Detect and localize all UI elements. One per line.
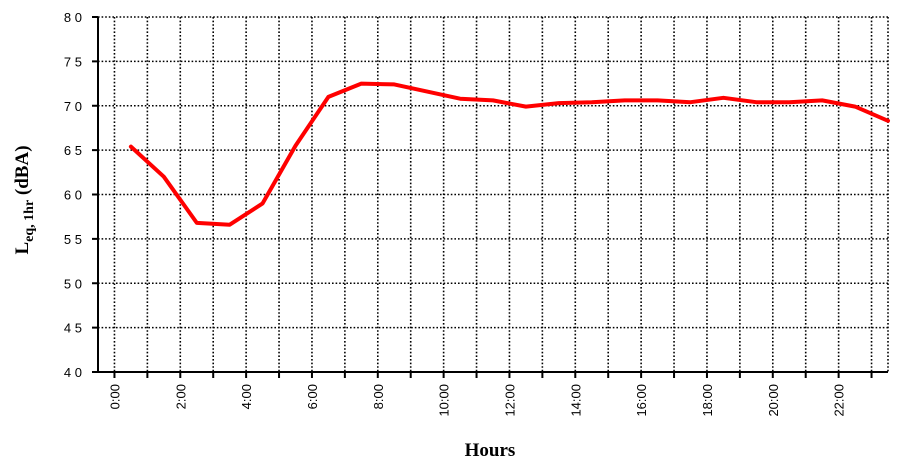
y-tick-label: 7 5 [64,54,82,69]
y-tick-label: 7 0 [64,99,82,114]
grid-lines [98,16,889,372]
x-tick-label: 12:00 [502,384,517,417]
y-tick-labels: 4 0 4 5 5 0 5 5 6 0 6 5 7 0 7 5 8 0 [64,10,82,380]
y-axis-label-sub: eq, 1hr [22,200,37,242]
x-tick-label: 6:00 [305,384,320,409]
x-tick-label: 2:00 [173,384,188,409]
x-tick-label: 18:00 [700,384,715,417]
axes [92,16,888,378]
y-tick-label: 4 0 [64,365,82,380]
y-tick-label: 5 0 [64,276,82,291]
x-tick-label: 16:00 [634,384,649,417]
x-tick-label: 20:00 [766,384,781,417]
x-tick-labels: 0:00 2:00 4:00 6:00 8:00 10:00 12:00 14:00 16:00… [107,384,846,417]
x-tick-label: 10:00 [437,384,452,417]
series-group [128,81,890,227]
y-tick-label: 4 5 [64,321,82,336]
y-axis-label: Leq, 1hr (dBA) [12,145,37,254]
x-tick-label: 22:00 [832,384,847,417]
y-axis-label-main: L [12,242,33,255]
y-axis-label-rest: (dBA) [12,145,33,199]
y-tick-label: 6 0 [64,188,82,203]
x-tick-label: 14:00 [568,384,583,417]
x-tick-label: 8:00 [371,384,386,409]
y-tick-label: 8 0 [64,10,82,25]
x-tick-label: 4:00 [239,384,254,409]
y-tick-label: 5 5 [64,232,82,247]
series-line [128,81,890,227]
y-tick-label: 6 5 [64,143,82,158]
x-axis-label: Hours [465,440,516,461]
x-tick-label: 0:00 [107,384,122,409]
